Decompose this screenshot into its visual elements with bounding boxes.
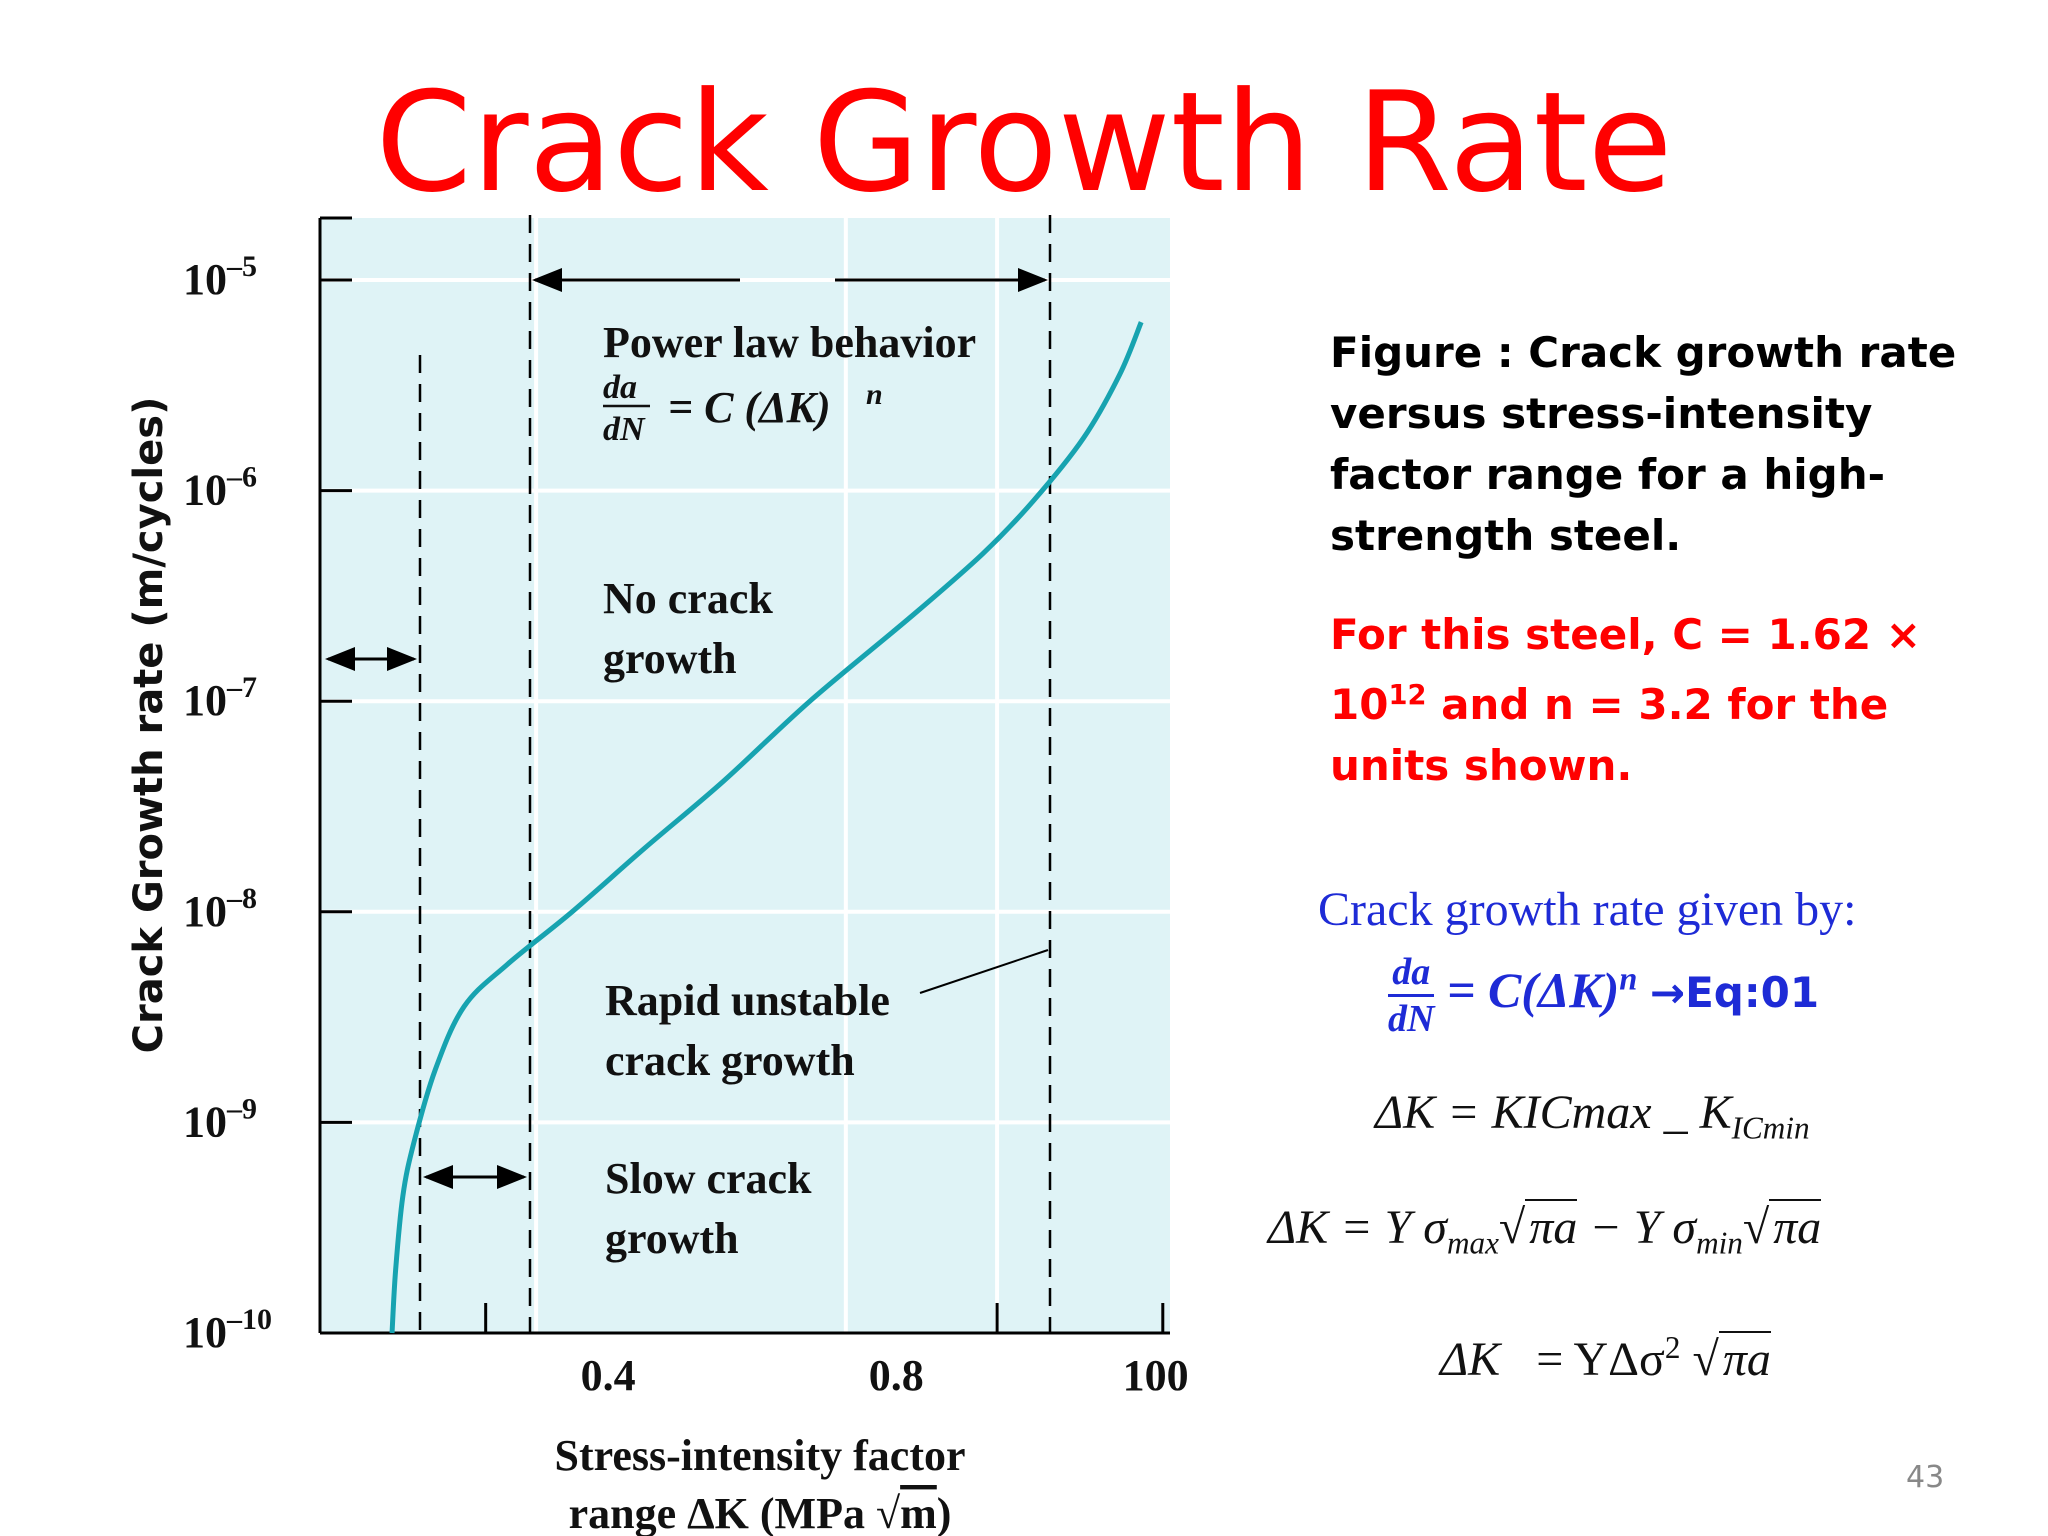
eq1-fraction: da dN <box>1388 950 1435 1041</box>
power-law-da: da <box>603 369 637 406</box>
x-axis-title-line1: Stress-intensity factor <box>555 1431 966 1480</box>
eq4-root: πa <box>1718 1331 1771 1386</box>
y-tick-base: 10 <box>183 255 227 304</box>
x-tick-label: 0.8 <box>869 1351 924 1400</box>
x-axis-title-prefix: range ΔK (MPa <box>569 1489 876 1536</box>
x-ticks: 0.4 0.8 100 <box>484 1303 1189 1400</box>
eq1-numerator: da <box>1388 950 1435 997</box>
eq2-minus: _ <box>1663 1086 1688 1139</box>
slow-label-line1: Slow crack <box>605 1154 812 1203</box>
y-tick-exponent: –8 <box>226 882 257 915</box>
grid-lines <box>320 218 1170 1333</box>
eq4-lhs: ΔK <box>1440 1333 1501 1386</box>
slow-label-line2: growth <box>605 1214 739 1263</box>
no-crack-label-line1: No crack <box>603 574 773 623</box>
eq1-exponent: n <box>1619 961 1638 998</box>
slide-title: Crack Growth Rate <box>375 62 1673 223</box>
steel-note-exponent: 12 <box>1388 680 1427 711</box>
x-axis-title-root: m <box>900 1489 937 1536</box>
power-law-dn: dN <box>603 411 646 448</box>
rapid-leader-line <box>919 949 1049 994</box>
y-tick-exponent: –7 <box>226 671 257 704</box>
steel-note-suffix: and n = 3.2 for the units shown. <box>1330 680 1889 790</box>
eq4-mid: = YΔσ <box>1536 1333 1665 1386</box>
y-tick-exponent: –9 <box>226 1092 257 1125</box>
plot-background <box>320 218 1170 1333</box>
steel-note-prefix: For this steel, C = 1.62 × 10 <box>1330 610 1921 729</box>
y-tick-exponent: –6 <box>226 461 257 494</box>
eq3-sub-min: min <box>1696 1225 1743 1261</box>
eq1-denominator: dN <box>1388 998 1435 1040</box>
steel-constants-note: For this steel, C = 1.62 × 1012 and n = … <box>1330 604 2010 796</box>
x-axis-title-line2: range ΔK (MPa √m) <box>569 1489 952 1536</box>
sqrt-sign: √ <box>876 1489 901 1536</box>
y-axis-title: Crack Growth rate (m/cycles) <box>126 397 172 1054</box>
eq2-lhs: ΔK = KICmax <box>1375 1086 1652 1139</box>
x-axis-title-suffix: ) <box>937 1489 952 1536</box>
eq3-sub-max: max <box>1446 1225 1499 1261</box>
eq1-tag: →Eq:01 <box>1649 967 1820 1017</box>
y-tick-base: 10 <box>183 676 227 725</box>
eq3-mid: − Y σ <box>1589 1201 1697 1254</box>
y-ticks: 10–510–610–710–810–910–10 <box>183 250 352 1357</box>
eq4-exponent: 2 <box>1664 1330 1681 1365</box>
page-number: 43 <box>1906 1460 1945 1495</box>
y-tick-label: 10–10 <box>183 1303 272 1357</box>
eq3-root2: πa <box>1769 1199 1822 1254</box>
y-tick-label: 10–5 <box>183 250 257 304</box>
eq3-lhs: ΔK = Y σ <box>1268 1201 1447 1254</box>
equation-intro: Crack growth rate given by: <box>1318 883 1857 936</box>
y-tick-label: 10–7 <box>183 671 257 725</box>
rapid-label-line2: crack growth <box>605 1036 855 1085</box>
sqrt-sign: √ <box>1742 1201 1770 1254</box>
no-crack-label-line2: growth <box>603 634 737 683</box>
eq1-rhs: = C(ΔK) <box>1446 961 1620 1018</box>
figure-caption: Figure : Crack growth rate versus stress… <box>1330 328 1957 560</box>
y-tick-exponent: –10 <box>226 1303 272 1336</box>
eq2-k: K <box>1699 1086 1732 1139</box>
y-tick-base: 10 <box>183 887 227 936</box>
equation-2: ΔK = KICmax _ KICmin <box>1375 1085 1810 1147</box>
y-tick-base: 10 <box>183 466 227 515</box>
equation-4: ΔK = YΔσ2 √πa <box>1440 1330 1771 1387</box>
sqrt-sign: √ <box>1498 1201 1526 1254</box>
eq2-subscript: ICmin <box>1731 1110 1810 1146</box>
sqrt-sign: √ <box>1692 1333 1719 1386</box>
power-law-exponent: n <box>866 378 883 411</box>
y-tick-label: 10–6 <box>183 461 257 515</box>
y-tick-base: 10 <box>183 1308 227 1357</box>
power-law-label: Power law behavior <box>603 318 976 367</box>
eq3-root1: πa <box>1525 1199 1578 1254</box>
rapid-label-line1: Rapid unstable <box>605 976 890 1025</box>
y-tick-label: 10–9 <box>183 1092 257 1146</box>
x-tick-label: 0.4 <box>581 1351 636 1400</box>
equation-1: da dN = C(ΔK)n →Eq:01 <box>1388 950 1819 1041</box>
y-tick-base: 10 <box>183 1097 227 1146</box>
x-tick-label: 100 <box>1123 1351 1189 1400</box>
y-tick-exponent: –5 <box>226 250 257 283</box>
y-tick-label: 10–8 <box>183 882 257 936</box>
power-law-rhs: = C (ΔK) <box>668 383 831 432</box>
equation-3: ΔK = Y σmax√πa − Y σmin√πa <box>1268 1199 1822 1262</box>
crack-growth-curve <box>389 321 1144 1334</box>
